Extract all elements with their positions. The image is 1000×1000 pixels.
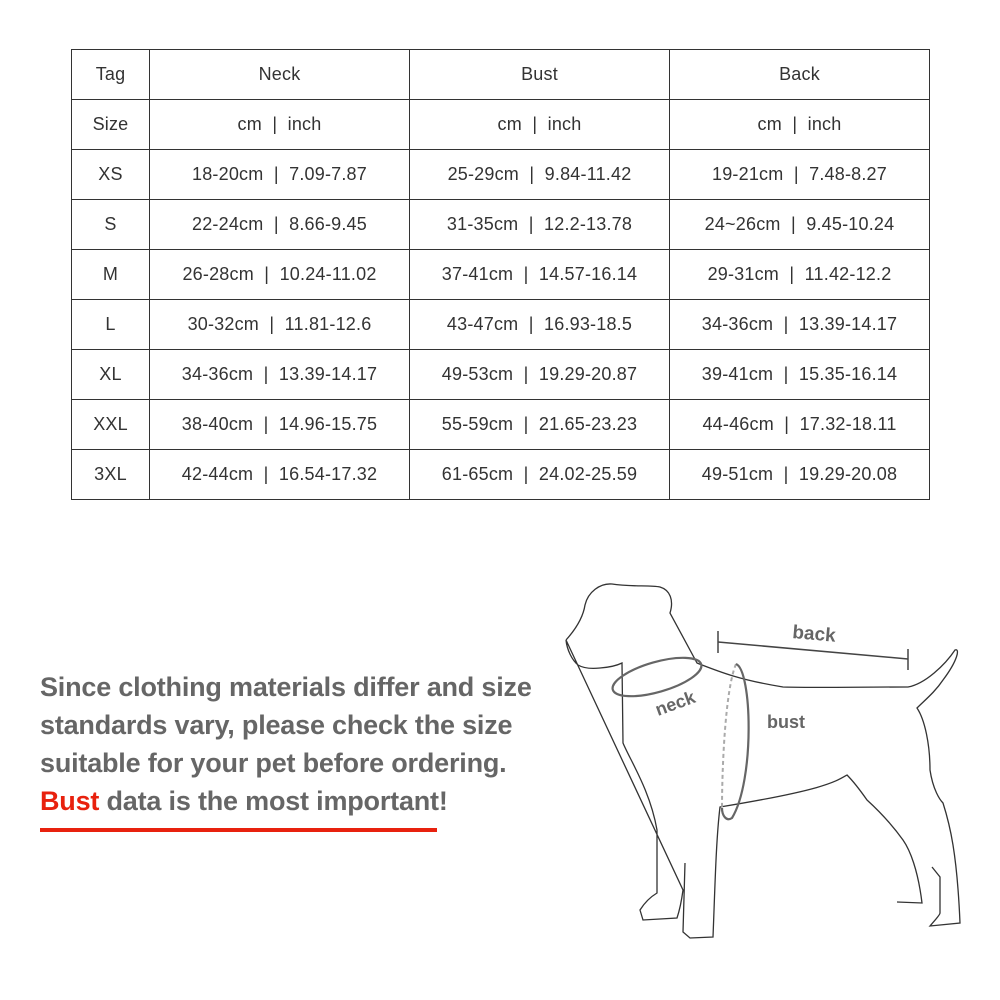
table-cell: XXL bbox=[71, 399, 150, 450]
table-cell: 22-24cm | 8.66-9.45 bbox=[149, 199, 410, 250]
table-cell: XS bbox=[71, 149, 150, 200]
note-line-4-rest: data is the most important! bbox=[99, 786, 448, 816]
sizing-note: Since clothing materials differ and size… bbox=[40, 668, 532, 820]
note-line-2: standards vary, please check the size bbox=[40, 710, 513, 740]
table-row: M 26-28cm | 10.24-11.02 37-41cm | 14.57-16… bbox=[71, 249, 930, 300]
bust-measure-ring-front bbox=[720, 662, 750, 821]
table-cell: 34-36cm | 13.39-14.17 bbox=[669, 299, 930, 350]
table-cell: 49-51cm | 19.29-20.08 bbox=[669, 449, 930, 500]
back-label: back bbox=[792, 622, 837, 647]
table-cell: 42-44cm | 16.54-17.32 bbox=[149, 449, 410, 500]
table-cell: 30-32cm | 11.81-12.6 bbox=[149, 299, 410, 350]
table-cell: S bbox=[71, 199, 150, 250]
header-row: Tag Neck Bust Back bbox=[71, 49, 930, 100]
table-cell: 3XL bbox=[71, 449, 150, 500]
note-highlight: Bust bbox=[40, 786, 100, 816]
size-chart-table: Tag Neck Bust Back Size cm | inch cm | inch cm … bbox=[71, 49, 930, 500]
table-cell: Neck bbox=[149, 49, 410, 100]
table-cell: 29-31cm | 11.42-12.2 bbox=[669, 249, 930, 300]
table-cell: 25-29cm | 9.84-11.42 bbox=[409, 149, 670, 200]
table-cell: 43-47cm | 16.93-18.5 bbox=[409, 299, 670, 350]
back-measure-line bbox=[717, 631, 909, 670]
table-cell: 37-41cm | 14.57-16.14 bbox=[409, 249, 670, 300]
table-row: XS 18-20cm | 7.09-7.87 25-29cm | 9.84-11.4… bbox=[71, 149, 930, 200]
bust-measure-ring-back bbox=[721, 663, 737, 809]
table-cell: 38-40cm | 14.96-15.75 bbox=[149, 399, 410, 450]
table-cell: M bbox=[71, 249, 150, 300]
table-cell: 31-35cm | 12.2-13.78 bbox=[409, 199, 670, 250]
bust-label: bust bbox=[767, 712, 805, 732]
neck-measure-ring bbox=[611, 656, 703, 698]
table-cell: Tag bbox=[71, 49, 150, 100]
note-line-3: suitable for your pet before ordering. bbox=[40, 748, 507, 778]
note-line-4: Bust data is the most important! bbox=[40, 782, 532, 820]
table-cell: L bbox=[71, 299, 150, 350]
table-cell: 24~26cm | 9.45-10.24 bbox=[669, 199, 930, 250]
table-cell: 34-36cm | 13.39-14.17 bbox=[149, 349, 410, 400]
table-cell: 18-20cm | 7.09-7.87 bbox=[149, 149, 410, 200]
table-cell: 55-59cm | 21.65-23.23 bbox=[409, 399, 670, 450]
table-cell: cm | inch bbox=[149, 99, 410, 150]
table-cell: 26-28cm | 10.24-11.02 bbox=[149, 249, 410, 300]
table-row: XXL 38-40cm | 14.96-15.75 55-59cm | 21.65-… bbox=[71, 399, 930, 450]
table-row: S 22-24cm | 8.66-9.45 31-35cm | 12.2-13.78… bbox=[71, 199, 930, 250]
red-underline bbox=[40, 828, 437, 832]
table-row: 3XL 42-44cm | 16.54-17.32 61-65cm | 24.02-… bbox=[71, 449, 930, 500]
table-row: L 30-32cm | 11.81-12.6 43-47cm | 16.93-18.… bbox=[71, 299, 930, 350]
table-cell: 44-46cm | 17.32-18.11 bbox=[669, 399, 930, 450]
table-cell: 61-65cm | 24.02-25.59 bbox=[409, 449, 670, 500]
table-cell: XL bbox=[71, 349, 150, 400]
dog-outline bbox=[565, 583, 961, 939]
note-line-1: Since clothing materials differ and size bbox=[40, 672, 532, 702]
table-cell: 39-41cm | 15.35-16.14 bbox=[669, 349, 930, 400]
table-cell: Back bbox=[669, 49, 930, 100]
